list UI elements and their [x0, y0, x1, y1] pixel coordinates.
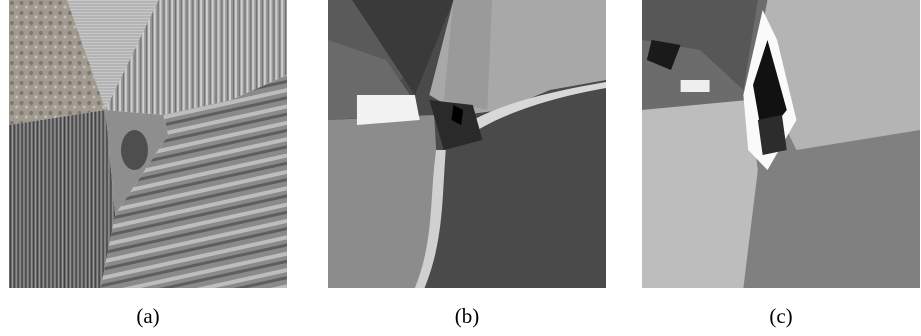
caption: (c)	[769, 304, 793, 328]
texture-mosaic	[9, 0, 287, 288]
segmentation-b	[328, 0, 606, 288]
caption: (b)	[454, 304, 480, 328]
caption: (a)	[136, 304, 160, 328]
segmentation-c	[642, 0, 920, 288]
